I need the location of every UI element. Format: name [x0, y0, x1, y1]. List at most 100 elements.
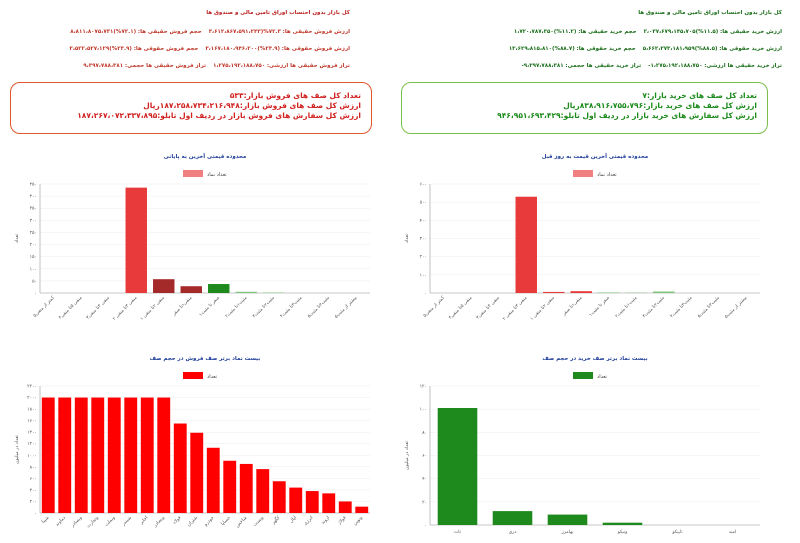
sell-row-1-value1: ۷۲.۳%(۳،۶۱۲،۸۶۷،۵۹۱،۲۴۳ [208, 29, 281, 35]
bar [107, 397, 121, 513]
bar [206, 447, 220, 513]
y-tick-label: ۶۰۰ [420, 183, 427, 188]
legend-swatch [573, 372, 593, 379]
sell-row-2: ارزش فروش حقوقی ها: (۲۳.۹%)۳،۱۶۷،۱۸۰،۹۴۶… [69, 46, 350, 52]
x-tick-label: شپنا [41, 515, 50, 524]
x-tick-label: مثبت۲تا مثبت۳ [251, 295, 276, 320]
buy-first-row-value: ارزش کل سفارش های خرید بازار در ردیف اول… [497, 111, 757, 120]
sell-queue-value: ارزش کل صف های فروش بازار:۱۸۷،۲۵۸،۷۳۴،۲۱… [143, 101, 361, 110]
buy-row-3-value1: ۱،۲۷۵،۱۹۲،۱۸۸،۷۵۰- [648, 63, 703, 69]
sell-first-row-value: ارزش کل سفارش های فروش بازار در ردیف اول… [77, 111, 361, 120]
x-tick-label: منفی ۲تا منفی ۱ [139, 295, 166, 322]
x-tick-label: شاخص [235, 515, 248, 528]
x-tick-label: کمتر از منفی۵ [32, 294, 56, 318]
bar [190, 432, 204, 513]
x-tick-label: ونیکو [617, 529, 628, 535]
bar [305, 491, 319, 513]
x-tick-label: مثبت۴تا مثبت۵ [697, 295, 721, 319]
buy-row-1: ارزش خرید حقیقی ها: (۱۱.۵%)۲،۰۳۷،۶۷۹،۱۴۵… [514, 29, 782, 35]
x-tick-label: مثبت۳تا مثبت۴ [279, 295, 304, 320]
y-tick-label: ۲۰۰ [30, 242, 37, 248]
bar [547, 514, 588, 525]
y-tick-label: ۴۰ [422, 477, 427, 482]
x-tick-label: شتران [187, 515, 199, 527]
sell-row-1: ارزش فروش حقیقی ها: ۷۲.۳%(۳،۶۱۲،۸۶۷،۵۹۱،… [70, 29, 350, 35]
bar [173, 423, 187, 513]
sell-row-3-label1: تراز فروش حقیقی ها ارزشی: [266, 63, 350, 69]
bar [322, 493, 336, 513]
buy-queue-count: تعداد کل صف های خرید بازار:۷ [642, 91, 757, 100]
bar [153, 279, 175, 293]
y-tick-label: ۱۲۰۰ [27, 441, 37, 447]
bar [570, 291, 592, 293]
x-tick-label: فولاژ [336, 516, 347, 527]
bar [235, 291, 257, 293]
y-tick-label: ۳۰۰ [30, 218, 37, 224]
y-tick-label: ۵۰ [32, 279, 37, 284]
x-tick-label: وتجارت [86, 516, 100, 530]
buy-row-3-label1: تراز خرید حقیقی ها ارزشی: [704, 63, 782, 69]
y-tick-label: ۳۰۰ [420, 236, 427, 242]
bar [58, 397, 72, 513]
x-tick-label: دری [509, 530, 517, 535]
y-axis-label: تعداد در میلیون [15, 434, 20, 464]
sell-row-3-value1: ۱،۲۷۵،۱۹۲،۱۸۸،۷۵۰ [213, 63, 266, 69]
buy-row-2-label1: ارزش خرید حقوقی ها: [719, 46, 782, 52]
legend-label: تعداد [597, 374, 608, 380]
buy-summary-title: کل بازار بدون احتساب اوراق تامین مالی و … [638, 10, 782, 16]
buy-row-2-label2: حجم خرید حقوقی ها: [576, 46, 636, 52]
x-tick-label: منفی ۲تا منفی ۱ [529, 295, 556, 322]
x-tick-label: منفی ۴تا منفی۳ [85, 295, 111, 321]
y-tick-label: ۰ [425, 292, 427, 297]
sell-row-1-label2: حجم فروش حقیقی ها: [137, 29, 202, 35]
y-tick-label: ۱۰۰ [420, 273, 427, 278]
x-tick-label: مثبت۱تا مثبت۲ [614, 295, 639, 320]
y-tick-label: ۰ [35, 292, 37, 297]
sell-summary-title: کل بازار بدون احتساب اوراق تامین مالی و … [206, 10, 350, 16]
chart-title: محدوده قیمتی آخرین قیمت به روز قبل [542, 152, 648, 160]
bar [223, 460, 237, 513]
y-tick-label: ۵۰۰ [420, 201, 427, 206]
y-tick-label: ۲۰۰۰ [27, 395, 37, 401]
x-tick-label: تات [454, 530, 462, 535]
price-range-last-to-close-chart: محدوده قیمتی آخرین به پایانی تعداد نماد ۰ ۵… [15, 152, 370, 322]
sell-row-2-value2: (۲۳.۹%)۳،۵۲۲،۵۲۷،۱۲۹ [69, 46, 132, 52]
x-tick-label: مثبت۱تا مثبت۲ [224, 295, 249, 320]
bar [289, 487, 303, 513]
x-tick-label: بهامرز [560, 530, 573, 535]
x-tick-label: خساپا [221, 515, 232, 526]
y-tick-label: ۳۵۰ [30, 206, 37, 212]
bar [91, 397, 105, 513]
sell-row-3: تراز فروش حقیقی ها ارزشی: ۱،۲۷۵،۱۹۲،۱۸۸،… [83, 63, 350, 69]
x-tick-label: کمتر از منفی۵ [422, 294, 446, 318]
price-range-last-to-prev-chart: محدوده قیمتی آخرین قیمت به روز قبل تعداد … [405, 152, 760, 322]
buy-queue-value: ارزش کل صف های خرید بازار:۸۳۸،۹۱۶،۷۵۵،۷۹… [563, 101, 757, 110]
bar [256, 469, 270, 513]
sell-row-1-value2: (۷۲.۱%)۸،۸۱۱،۸۰۷۵،۷۳۱ [70, 29, 137, 35]
x-tick-label: امید [729, 530, 737, 535]
y-tick-label: ۶۰۰ [30, 477, 37, 482]
x-tick-label: وبصادر [70, 516, 84, 530]
bar [124, 397, 138, 513]
x-tick-label: وبصادر [152, 516, 166, 530]
bar [125, 187, 147, 293]
sell-summary: کل بازار بدون احتساب اوراق تامین مالی و … [0, 0, 400, 80]
y-tick-label: ۴۰۰ [420, 219, 427, 224]
legend-label: تعداد نماد [597, 172, 617, 178]
y-tick-label: ۴۰۰ [30, 488, 37, 493]
buy-row-3: تراز خرید حقیقی ها ارزشی: ۱،۲۷۵،۱۹۲،۱۸۸،… [521, 63, 782, 69]
legend-swatch [183, 372, 203, 379]
x-tick-label: منفی۱تا صفر [561, 295, 584, 318]
top-sell-queue-volume-chart: بیست نماد برتر صف فروش در حجم صف تعداد ۰ ۲۰… [15, 356, 370, 530]
y-tick-label: ۱۴۰۰ [27, 431, 37, 436]
y-tick-label: ۲۰۰ [30, 499, 37, 505]
bar [41, 397, 55, 513]
x-tick-label: منفی ۳تا منفی ۲ [111, 295, 138, 322]
y-tick-label: ۸۰۰ [30, 465, 37, 470]
y-tick-label: ۸۰ [422, 431, 427, 436]
x-tick-label: صفر تا مثبت۱ [589, 296, 611, 318]
y-tick-label: ۲۰ [422, 499, 427, 505]
x-tick-label: منفی۱تا صفر [171, 295, 194, 318]
y-tick-label: ۴۰۰ [30, 195, 37, 200]
sell-row-2-label2: حجم فروش حقوقی ها: [133, 46, 199, 52]
